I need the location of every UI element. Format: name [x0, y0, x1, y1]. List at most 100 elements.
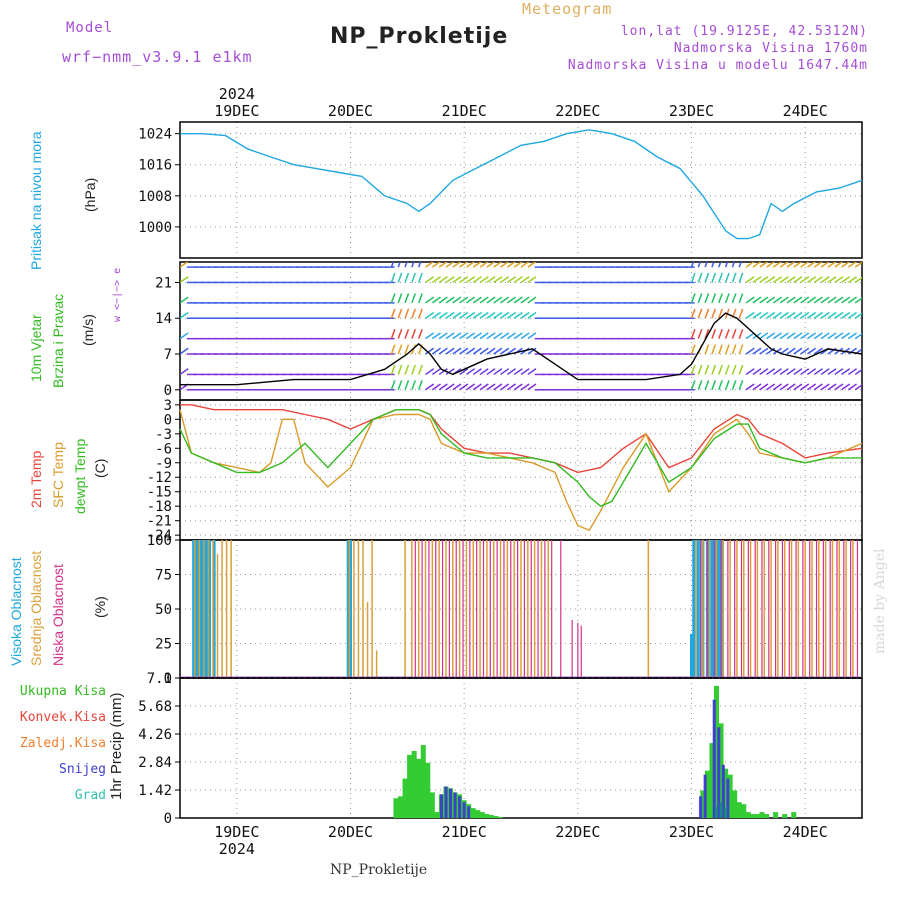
y-tick-label: 0	[164, 383, 172, 399]
wind-barb	[813, 262, 823, 268]
wind-barb	[527, 296, 537, 304]
precip-bar	[764, 814, 770, 818]
cloud-bar	[452, 540, 454, 678]
bottom-day-label: 19DEC	[214, 823, 259, 841]
wind-barb	[738, 308, 744, 319]
wind-barb	[704, 344, 710, 355]
cloud-bar	[580, 625, 582, 678]
wind-barb	[834, 262, 844, 268]
panel-frame	[179, 677, 863, 819]
wind-barb	[417, 308, 423, 319]
wind-barb	[834, 383, 844, 391]
wind-barb	[472, 276, 482, 284]
cloud-bar	[695, 540, 697, 678]
wind-barb	[861, 317, 862, 319]
y-tick-label: -3	[155, 427, 172, 443]
wind-barb	[697, 329, 703, 339]
wind-barb	[766, 296, 776, 304]
cloud-bar	[815, 540, 818, 678]
wind-panel: 21 14 7 0	[155, 261, 863, 401]
wind-barb	[731, 293, 737, 304]
wind-barb	[417, 329, 423, 339]
wind-barb	[397, 380, 403, 391]
temp-sfc-line	[179, 409, 863, 532]
cloud-bar	[727, 540, 729, 678]
wind-barb	[861, 266, 862, 268]
y-tick-label: 14	[155, 311, 172, 327]
app-title: Meteogram	[522, 0, 613, 18]
wind-barb	[731, 344, 737, 355]
cloud-bar	[482, 540, 485, 678]
legend-snow: Snijeg	[59, 762, 106, 777]
wind-barb	[438, 311, 448, 319]
wind-barb	[390, 329, 396, 339]
cloud-bar	[850, 540, 852, 678]
wind-barb	[397, 308, 403, 319]
wind-barb	[711, 308, 717, 319]
wind-barb	[711, 272, 717, 283]
wind-barb	[718, 364, 723, 375]
wind-barb	[827, 383, 837, 391]
wind-barb	[697, 262, 701, 268]
wind-barb	[793, 332, 803, 340]
y-tick-label: 7	[164, 347, 172, 363]
wind-barb	[506, 311, 516, 319]
cloud-bar	[710, 540, 714, 678]
cloud-bar	[431, 540, 434, 678]
wind-barb	[820, 368, 830, 376]
wind-barb	[452, 383, 462, 391]
cloud-bar	[196, 540, 200, 678]
wind-barb	[390, 293, 396, 304]
wind-barb	[472, 332, 482, 340]
wind-barb	[786, 332, 796, 340]
cloud-bar	[503, 540, 505, 678]
precip-bar	[700, 790, 706, 818]
temp-dewpt-line	[179, 409, 862, 508]
cloud-bar	[428, 540, 430, 678]
wind-barb	[834, 276, 844, 284]
precip-bar	[732, 790, 738, 818]
wind-barb	[745, 383, 755, 391]
wind-barb	[411, 380, 417, 391]
wind-barb	[786, 368, 796, 376]
wind-barb	[493, 276, 503, 284]
cloud-bar	[749, 540, 752, 678]
cloud-bar	[740, 540, 743, 678]
cloud-bar	[736, 540, 738, 678]
y-tick-label: 5.68	[138, 699, 172, 715]
wind-barb	[827, 368, 837, 376]
cloud-bar	[699, 540, 702, 678]
wind-barb	[779, 311, 789, 319]
wind-barb	[786, 311, 796, 319]
wind-barb	[411, 293, 417, 304]
precip-bar	[434, 812, 440, 818]
wind-barb	[479, 347, 489, 355]
wind-barb	[820, 296, 830, 304]
wind-barb	[425, 311, 435, 319]
wind-barb	[452, 332, 462, 340]
cloud-bar	[706, 540, 709, 678]
cloud-bar	[809, 540, 811, 678]
precip-bar	[458, 796, 462, 818]
wind-barb	[417, 380, 423, 391]
wind-barb	[738, 329, 744, 339]
cloud-bar	[510, 540, 512, 678]
wind-barb	[520, 276, 530, 284]
wind-barb	[431, 347, 441, 355]
precip-bar	[462, 802, 466, 818]
cloud-bar	[763, 540, 765, 678]
cloud-bar	[647, 540, 650, 678]
wind-barb	[704, 364, 710, 375]
wind-barb	[180, 368, 189, 376]
legend-freezing-rain: Zaledj.Kisa	[19, 736, 106, 751]
wind-barb	[425, 383, 435, 391]
cloud-bar	[571, 620, 573, 678]
cloud-bar	[783, 540, 786, 678]
precip-bar	[714, 685, 720, 818]
wind-barb	[417, 293, 423, 304]
wind-barb	[513, 262, 523, 268]
wind-barb	[479, 383, 489, 391]
cloud-bar	[465, 540, 468, 678]
wind-barb	[452, 311, 462, 319]
precip-bar	[453, 792, 457, 818]
